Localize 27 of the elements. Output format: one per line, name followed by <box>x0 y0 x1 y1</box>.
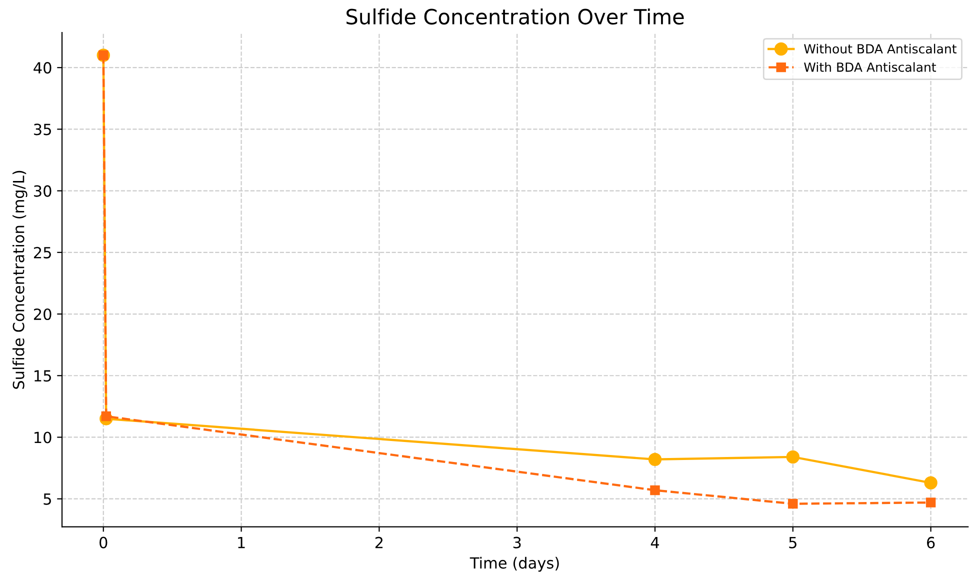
x-tick-label: 6 <box>927 536 935 548</box>
x-tick-label: 1 <box>238 537 245 548</box>
y-tick-label: 5 <box>44 494 51 505</box>
x-tick-label: 0 <box>100 536 108 548</box>
legend-label: With BDA Antiscalant <box>804 62 936 72</box>
point <box>924 476 938 490</box>
x-tick-label: 4 <box>650 537 659 548</box>
point <box>648 452 662 466</box>
point <box>788 498 798 509</box>
chart-title: Sulfide Concentration Over Time <box>346 8 684 25</box>
x-tick-label: 5 <box>789 537 796 548</box>
y-tick-label: 25 <box>34 246 51 258</box>
y-tick-label: 15 <box>34 370 51 382</box>
y-tick-label: 40 <box>34 62 52 74</box>
point <box>926 498 936 508</box>
legend-label: Without BDA Antiscalant <box>804 44 956 54</box>
y-tick-label: 30 <box>34 185 52 197</box>
point <box>650 485 660 496</box>
y-tick-label: 35 <box>34 124 51 136</box>
y-tick-label: 20 <box>34 308 52 320</box>
point <box>786 450 800 464</box>
point <box>101 411 112 422</box>
x-axis-title: Time (days) <box>470 556 559 572</box>
x-tick-label: 2 <box>375 536 383 548</box>
y-axis-title: Sulfide Concentration (mg/L) <box>12 170 28 389</box>
y-tick-label: 10 <box>34 432 52 444</box>
x-tick-label: 3 <box>513 536 521 548</box>
